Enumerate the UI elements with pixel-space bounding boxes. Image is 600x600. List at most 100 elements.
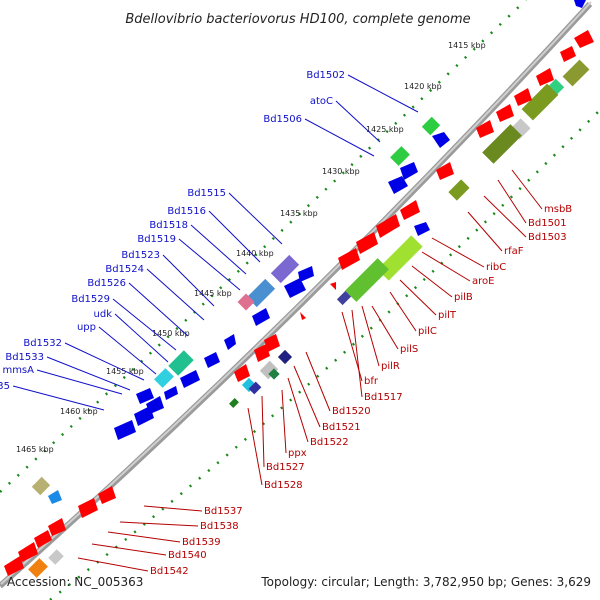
gene-arrow[interactable] (114, 420, 136, 440)
gene-arrow[interactable] (180, 370, 200, 388)
gene-arrow[interactable] (134, 406, 154, 426)
gene-label[interactable]: Bd1517 (364, 392, 403, 403)
gene-arrow[interactable] (298, 266, 314, 282)
gene-label[interactable]: pilR (381, 361, 400, 372)
gene-block[interactable] (48, 549, 64, 565)
gene-arrow[interactable] (338, 248, 360, 270)
gene-block[interactable] (154, 368, 174, 388)
gene-label[interactable]: atoC (310, 96, 333, 107)
gene-label[interactable]: rfaF (504, 246, 524, 257)
gene-arrow[interactable] (330, 282, 336, 290)
gene-arrow[interactable] (164, 386, 178, 400)
gene-arrow[interactable] (48, 518, 66, 536)
gene-label[interactable]: Bd1528 (264, 480, 303, 491)
gene-arrow[interactable] (388, 176, 408, 194)
gene-label[interactable]: udk (94, 309, 113, 320)
gene-label[interactable]: mmsA (2, 365, 34, 376)
gene-block[interactable] (390, 146, 410, 166)
gene-label[interactable]: Bd1540 (168, 550, 207, 561)
gene-block[interactable] (31, 476, 51, 496)
gene-arrow[interactable] (284, 278, 306, 298)
gene-label[interactable]: pilC (418, 326, 437, 337)
gene-label[interactable]: Bd1535 (0, 381, 10, 392)
gene-arrow[interactable] (78, 498, 98, 518)
gene-block[interactable] (421, 116, 441, 136)
gene-label[interactable]: bfr (364, 376, 379, 387)
gene-arrow[interactable] (376, 214, 400, 238)
gene-arrow[interactable] (560, 46, 576, 62)
gene-label[interactable]: pilS (400, 344, 418, 355)
gene-arrow[interactable] (224, 334, 236, 350)
gene-arrow[interactable] (48, 490, 62, 504)
gene-arrow[interactable] (34, 530, 52, 548)
gene-block[interactable] (448, 179, 470, 201)
gene-label[interactable]: Bd1532 (23, 338, 62, 349)
gene-block[interactable] (270, 254, 300, 284)
gene-arrow[interactable] (514, 88, 532, 106)
gene-arrow[interactable] (234, 364, 250, 382)
gene-label[interactable]: Bd1518 (149, 220, 188, 231)
gene-label[interactable]: Bd1522 (310, 437, 349, 448)
gene-label[interactable]: Bd1526 (87, 278, 126, 289)
gene-label[interactable]: Bd1503 (528, 232, 567, 243)
gene-label[interactable]: Bd1537 (204, 506, 243, 517)
gene-block[interactable] (246, 278, 276, 308)
gene-block[interactable] (168, 350, 194, 376)
gene-arrow[interactable] (18, 542, 38, 562)
gene-arrow[interactable] (204, 352, 220, 368)
gene-arrow[interactable] (496, 104, 514, 122)
gene-label[interactable]: pilB (454, 292, 473, 303)
gene-arrow[interactable] (254, 344, 270, 362)
gene-block[interactable] (345, 258, 389, 302)
gene-label[interactable]: Bd1539 (182, 537, 221, 548)
gene-label[interactable]: Bd1520 (332, 406, 371, 417)
gene-block[interactable] (237, 293, 255, 311)
gene-label[interactable]: Bd1515 (187, 188, 226, 199)
gene-label[interactable]: msbB (544, 204, 572, 215)
gene-label[interactable]: Bd1542 (150, 566, 189, 577)
gene-arrow[interactable] (400, 200, 420, 220)
gene-block[interactable] (521, 83, 559, 121)
gene-arrow[interactable] (536, 68, 554, 86)
gene-block[interactable] (229, 398, 239, 408)
gene-label[interactable]: pilT (438, 310, 457, 321)
gene-block[interactable] (336, 290, 352, 306)
gene-arrow[interactable] (4, 556, 24, 576)
gene-arrow[interactable] (356, 232, 378, 254)
gene-label[interactable]: Bd1521 (322, 422, 361, 433)
gene-label[interactable]: Bd1533 (5, 352, 44, 363)
gene-arrow[interactable] (136, 388, 154, 404)
gene-block[interactable] (277, 349, 293, 365)
gene-arrow[interactable] (264, 334, 280, 352)
gene-arrow[interactable] (252, 308, 270, 326)
gene-label[interactable]: Bd1529 (71, 294, 110, 305)
gene-label[interactable]: Bd1506 (263, 114, 302, 125)
gene-label[interactable]: Bd1502 (306, 70, 345, 81)
gene-label[interactable]: Bd1524 (105, 264, 144, 275)
gene-label[interactable]: Bd1527 (266, 462, 305, 473)
gene-label[interactable]: Bd1538 (200, 521, 239, 532)
gene-label[interactable]: ppx (288, 448, 307, 459)
gene-label[interactable]: Bd1501 (528, 218, 567, 229)
gene-label[interactable]: aroE (472, 276, 494, 287)
gene-arrow[interactable] (574, 30, 594, 48)
gene-block[interactable] (482, 124, 522, 164)
gene-arrow[interactable] (432, 132, 450, 148)
gene-label[interactable]: upp (77, 322, 96, 333)
gene-arrow[interactable] (476, 120, 494, 138)
gene-arrow[interactable] (98, 486, 116, 504)
gene-label[interactable]: Bd1523 (121, 250, 160, 261)
gene-arrow[interactable] (414, 222, 430, 236)
gene-block[interactable] (562, 59, 590, 87)
gene-block[interactable] (248, 381, 262, 395)
gene-arrow[interactable] (300, 312, 306, 320)
gene-arrow[interactable] (436, 162, 454, 180)
gene-block[interactable] (259, 360, 279, 380)
gene-label[interactable]: Bd1519 (137, 234, 176, 245)
gene-arrow[interactable] (574, 0, 586, 8)
gene-label[interactable]: Bd1516 (167, 206, 206, 217)
gene-block[interactable] (268, 368, 280, 380)
gene-label[interactable]: ribC (486, 262, 506, 273)
gene-block[interactable] (28, 558, 48, 578)
gene-arrow[interactable] (400, 162, 418, 180)
